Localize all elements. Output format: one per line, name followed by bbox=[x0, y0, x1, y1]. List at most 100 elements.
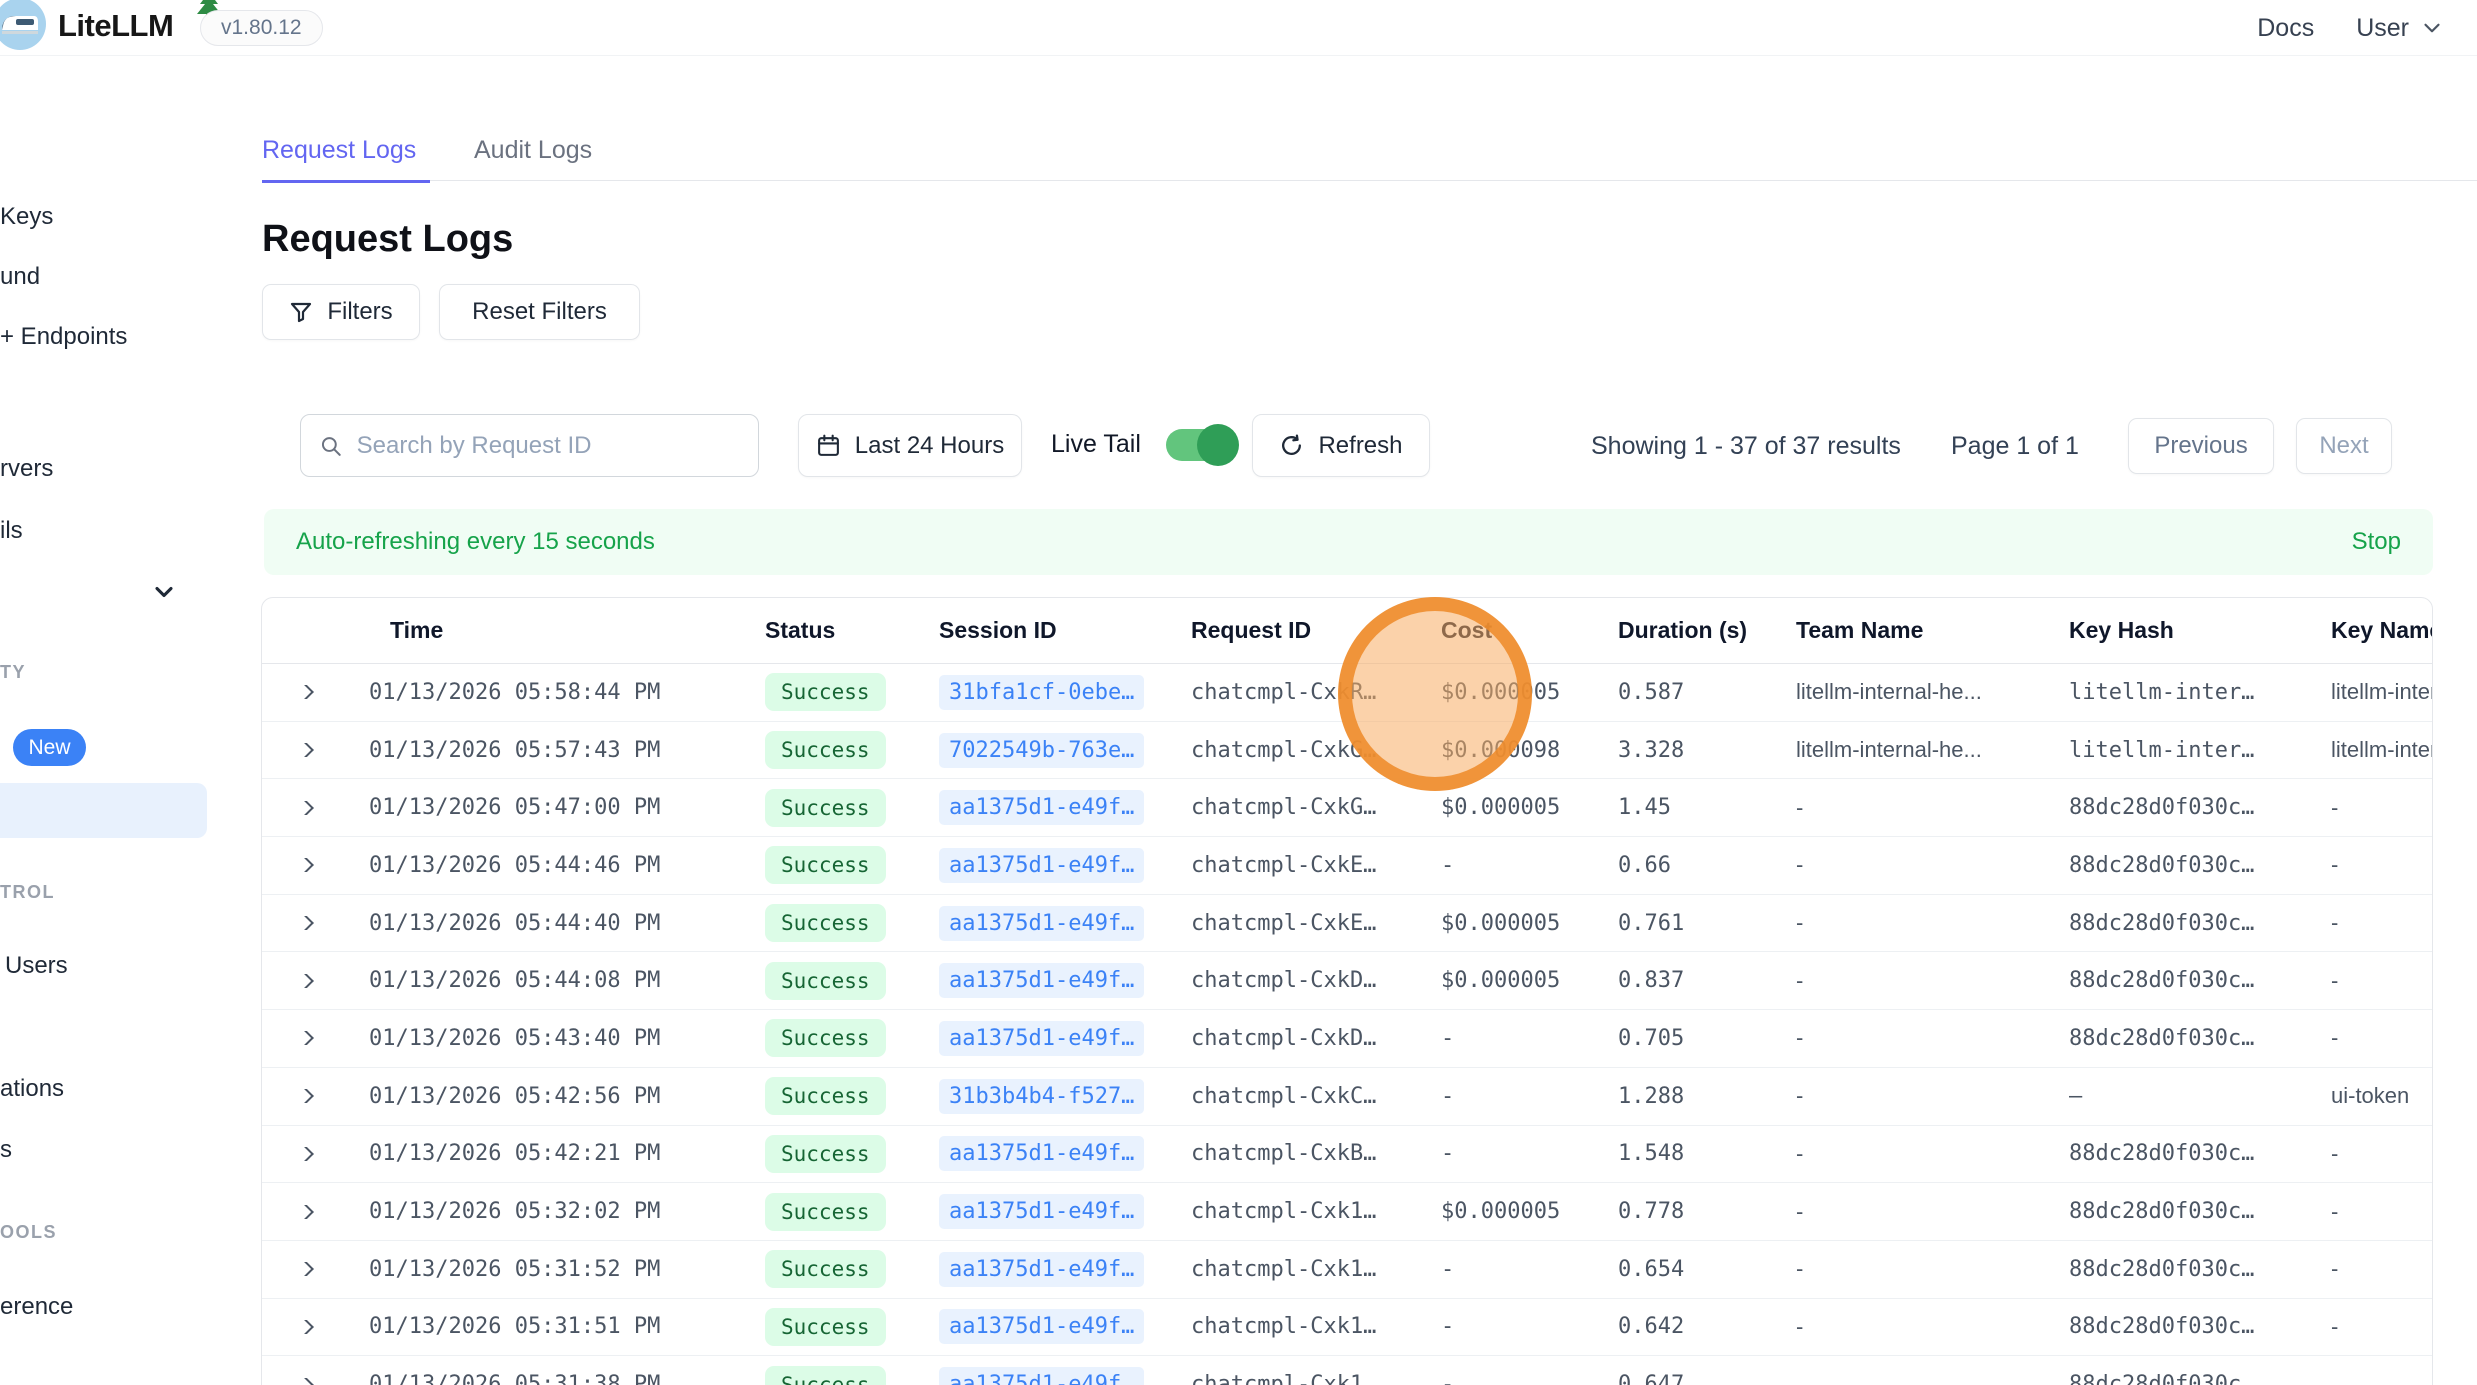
cell-key-hash: 88dc28d0f030c… bbox=[2069, 795, 2255, 821]
cell-team-name: - bbox=[1796, 1140, 1804, 1166]
session-id-link[interactable]: aa1375d1-e49f… bbox=[939, 905, 1145, 941]
session-id-link[interactable]: aa1375d1-e49f… bbox=[939, 790, 1145, 826]
column-header-key-name: Key Name bbox=[2331, 617, 2433, 643]
status-badge: Success bbox=[765, 904, 886, 943]
top-navbar: LiteLLM v1.80.12 Docs User bbox=[0, 0, 2477, 56]
cell-duration: 1.548 bbox=[1618, 1141, 1685, 1167]
stop-auto-refresh-link[interactable]: Stop bbox=[2351, 528, 2401, 555]
sidebar-item-inference[interactable]: erence bbox=[0, 1293, 74, 1320]
row-expand-chevron-icon[interactable] bbox=[293, 916, 314, 931]
cell-team-name: litellm-internal-he... bbox=[1796, 679, 1982, 705]
table-row: 01/13/2026 05:31:51 PM Success aa1375d1-… bbox=[262, 1299, 2432, 1357]
docs-link[interactable]: Docs bbox=[2257, 13, 2315, 42]
next-page-button[interactable]: Next bbox=[2296, 418, 2392, 474]
session-id-link[interactable]: 31b3b4b4-f527… bbox=[939, 1078, 1145, 1114]
auto-refresh-message: Auto-refreshing every 15 seconds bbox=[296, 528, 655, 555]
table-row: 01/13/2026 05:47:00 PM Success aa1375d1-… bbox=[262, 779, 2432, 838]
sidebar-item-teams[interactable]: s bbox=[0, 1136, 12, 1163]
row-expand-chevron-icon[interactable] bbox=[293, 1319, 314, 1334]
session-id-link[interactable]: aa1375d1-e49f… bbox=[939, 1020, 1145, 1056]
time-range-button[interactable]: Last 24 Hours bbox=[798, 414, 1022, 477]
sidebar-item-organizations[interactable]: ations bbox=[0, 1075, 65, 1102]
row-expand-chevron-icon[interactable] bbox=[293, 800, 314, 815]
table-row: 01/13/2026 05:58:44 PM Success 31bfa1cf-… bbox=[262, 664, 2432, 722]
sidebar-item-guardrails[interactable]: ils bbox=[0, 517, 23, 544]
sidebar-item-servers[interactable]: rvers bbox=[0, 455, 54, 482]
row-expand-chevron-icon[interactable] bbox=[293, 1204, 314, 1219]
session-id-link[interactable]: aa1375d1-e49f… bbox=[939, 1309, 1145, 1345]
cell-duration: 1.288 bbox=[1618, 1083, 1685, 1109]
row-expand-chevron-icon[interactable] bbox=[293, 743, 314, 758]
session-id-link[interactable]: aa1375d1-e49f… bbox=[939, 1194, 1145, 1230]
auto-refresh-banner: Auto-refreshing every 15 seconds Stop bbox=[264, 509, 2433, 575]
cell-key-hash: 88dc28d0f030c… bbox=[2069, 1372, 2255, 1385]
cell-request-id: chatcmpl-CxkG… bbox=[1191, 737, 1377, 763]
row-expand-chevron-icon[interactable] bbox=[293, 1031, 314, 1046]
filters-button-label: Filters bbox=[327, 298, 393, 325]
cell-duration: 0.761 bbox=[1618, 910, 1685, 936]
sidebar-item-keys[interactable]: Keys bbox=[0, 203, 54, 230]
live-tail-toggle[interactable] bbox=[1166, 424, 1239, 466]
cell-cost: $0.000005 bbox=[1441, 1199, 1561, 1225]
cell-time: 01/13/2026 05:44:46 PM bbox=[369, 852, 661, 878]
row-expand-chevron-icon[interactable] bbox=[293, 1146, 314, 1161]
live-tail-label: Live Tail bbox=[1051, 430, 1141, 458]
cell-key-name: - bbox=[2331, 852, 2339, 878]
reset-filters-button[interactable]: Reset Filters bbox=[439, 284, 640, 340]
row-expand-chevron-icon[interactable] bbox=[293, 1262, 314, 1277]
table-row: 01/13/2026 05:43:40 PM Success aa1375d1-… bbox=[262, 1010, 2432, 1068]
session-id-link[interactable]: aa1375d1-e49f… bbox=[939, 1136, 1145, 1172]
status-badge: Success bbox=[765, 1307, 886, 1346]
status-badge: Success bbox=[765, 961, 886, 1000]
cell-cost: $0.000098 bbox=[1441, 737, 1561, 763]
column-header-session-id: Session ID bbox=[939, 617, 1057, 643]
sidebar-item-internal-users[interactable]: Users bbox=[5, 952, 68, 979]
time-range-label: Last 24 Hours bbox=[854, 431, 1005, 459]
session-id-link[interactable]: 31bfa1cf-0ebe… bbox=[939, 674, 1145, 710]
sidebar-item-logs-selected[interactable] bbox=[0, 783, 207, 838]
litellm-logo bbox=[0, 0, 46, 50]
tabs-divider bbox=[262, 180, 2477, 181]
row-expand-chevron-icon[interactable] bbox=[293, 973, 314, 988]
sidebar-item-playground[interactable]: und bbox=[0, 263, 41, 290]
status-badge: Success bbox=[765, 1365, 886, 1385]
cell-key-name: - bbox=[2331, 1198, 2339, 1224]
session-id-link[interactable]: aa1375d1-e49f… bbox=[939, 963, 1145, 999]
table-row: 01/13/2026 05:44:40 PM Success aa1375d1-… bbox=[262, 895, 2432, 953]
cell-request-id: chatcmpl-CxkE… bbox=[1191, 910, 1377, 936]
filters-button[interactable]: Filters bbox=[262, 284, 420, 340]
session-id-link[interactable]: aa1375d1-e49f… bbox=[939, 847, 1145, 883]
cell-team-name: - bbox=[1796, 910, 1804, 936]
cell-key-hash: 88dc28d0f030c… bbox=[2069, 1256, 2255, 1282]
refresh-button[interactable]: Refresh bbox=[1252, 414, 1430, 477]
version-badge: v1.80.12 bbox=[200, 10, 323, 46]
sidebar-item-endpoints[interactable]: + Endpoints bbox=[0, 323, 128, 350]
status-badge: Success bbox=[765, 1192, 886, 1231]
sidebar-section-access-control: TROL bbox=[0, 882, 55, 902]
tab-audit-logs[interactable]: Audit Logs bbox=[474, 136, 593, 164]
session-id-link[interactable]: 7022549b-763e… bbox=[939, 732, 1145, 768]
row-expand-chevron-icon[interactable] bbox=[293, 685, 314, 700]
cell-time: 01/13/2026 05:44:40 PM bbox=[369, 910, 661, 936]
brand-name: LiteLLM bbox=[58, 8, 174, 43]
user-menu[interactable]: User bbox=[2356, 14, 2445, 43]
cell-time: 01/13/2026 05:31:38 PM bbox=[369, 1372, 661, 1385]
new-badge: New bbox=[13, 729, 86, 766]
live-tail-toggle-knob bbox=[1197, 424, 1239, 466]
row-expand-chevron-icon[interactable] bbox=[293, 1377, 314, 1385]
session-id-link[interactable]: aa1375d1-e49f… bbox=[939, 1251, 1145, 1287]
cell-key-hash: 88dc28d0f030c… bbox=[2069, 1199, 2255, 1225]
session-id-link[interactable]: aa1375d1-e49f… bbox=[939, 1367, 1145, 1385]
previous-page-button[interactable]: Previous bbox=[2128, 418, 2274, 474]
page-indicator: Page 1 of 1 bbox=[1951, 432, 2079, 460]
chevron-down-icon bbox=[2424, 23, 2440, 33]
status-badge: Success bbox=[765, 1019, 886, 1058]
cell-key-hash: 88dc28d0f030c… bbox=[2069, 1025, 2255, 1051]
row-expand-chevron-icon[interactable] bbox=[293, 858, 314, 873]
row-expand-chevron-icon[interactable] bbox=[293, 1089, 314, 1104]
tab-request-logs[interactable]: Request Logs bbox=[262, 136, 430, 183]
cell-request-id: chatcmpl-CxkR… bbox=[1191, 679, 1377, 705]
search-input[interactable] bbox=[356, 431, 740, 460]
cell-time: 01/13/2026 05:57:43 PM bbox=[369, 737, 661, 763]
sidebar-collapse-chevron-icon[interactable] bbox=[150, 578, 178, 611]
